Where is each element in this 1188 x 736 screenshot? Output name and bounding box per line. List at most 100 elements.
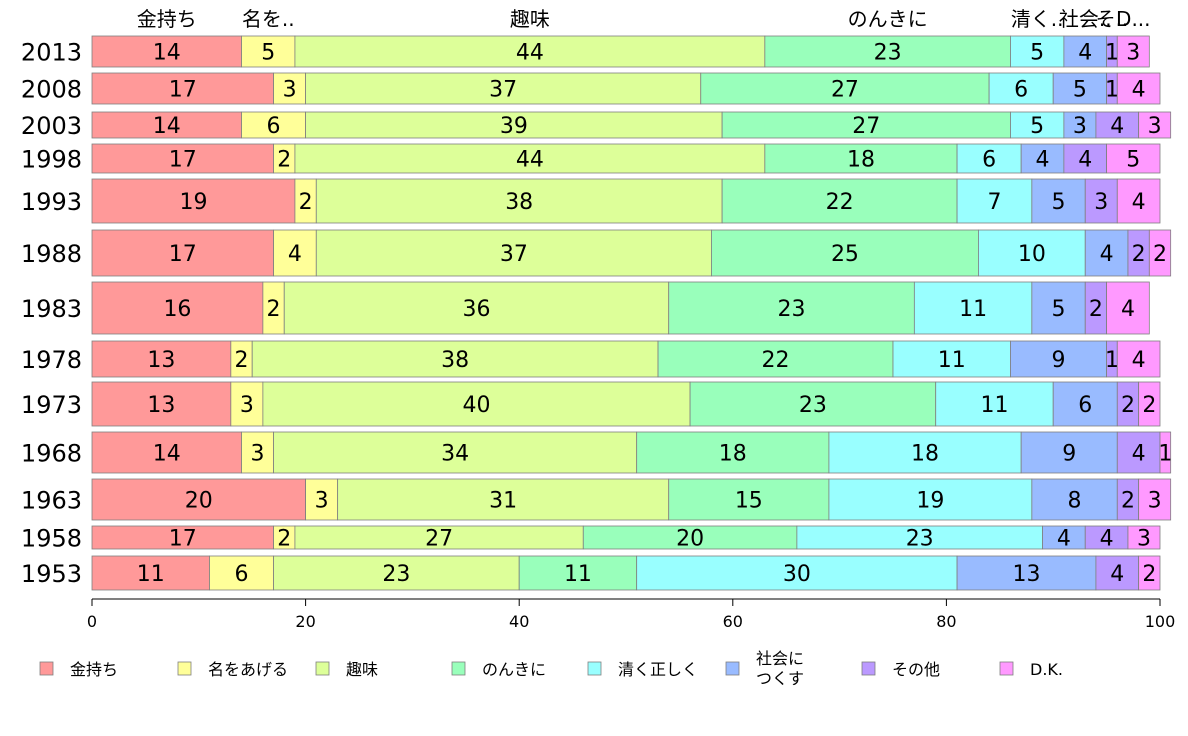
segment-value-label: 13 <box>147 393 175 418</box>
legend-label: 清く正しく <box>618 660 698 679</box>
bar-segment <box>721 111 1011 139</box>
segment-value-label: 4 <box>1100 527 1114 552</box>
x-axis: 0 20 40 60 80 100 <box>87 598 1176 631</box>
bar-segment <box>241 111 307 139</box>
x-tick-label: 60 <box>723 612 743 631</box>
segment-value-label: 11 <box>938 348 966 373</box>
bar-segment <box>91 281 264 335</box>
segment-value-label: 2 <box>1142 393 1156 418</box>
bar-segment <box>828 431 1022 474</box>
x-tick-label: 40 <box>509 612 529 631</box>
bar-segment <box>241 35 296 68</box>
segment-value-label: 2 <box>1142 562 1156 587</box>
segment-value-label: 19 <box>179 190 207 215</box>
segment-value-label: 38 <box>441 348 469 373</box>
bar-segment <box>700 72 990 105</box>
year-label: 1953 <box>21 560 82 588</box>
segment-value-label: 4 <box>1132 442 1146 467</box>
segment-value-label: 19 <box>916 489 944 514</box>
bar-segment <box>91 178 296 224</box>
segment-value-label: 27 <box>852 114 880 139</box>
bar-segment <box>668 478 830 521</box>
segment-value-label: 7 <box>987 190 1001 215</box>
segment-value-label: 2 <box>1132 242 1146 267</box>
segment-value-label: 3 <box>1094 190 1108 215</box>
year-label: 1978 <box>21 346 82 374</box>
segment-value-label: 6 <box>1014 78 1028 103</box>
bar-segment <box>956 555 1097 591</box>
segment-value-label: 11 <box>137 562 165 587</box>
bar-segment <box>689 381 937 427</box>
segment-value-label: 4 <box>1110 562 1124 587</box>
segment-value-label: 25 <box>831 242 859 267</box>
segment-value-label: 4 <box>1036 148 1050 173</box>
bar-segment <box>636 431 830 474</box>
bar-segment <box>1095 555 1140 591</box>
segment-value-label: 2 <box>1121 489 1135 514</box>
segment-value-label: 3 <box>283 78 297 103</box>
segment-value-label: 8 <box>1068 489 1082 514</box>
segment-value-label: 6 <box>1078 393 1092 418</box>
segment-value-label: 3 <box>1126 41 1140 66</box>
bar-segment <box>1063 35 1108 68</box>
bar-segment <box>956 178 1033 224</box>
bar-segment <box>1010 111 1065 139</box>
bar-segment <box>1116 35 1150 68</box>
year-label: 1993 <box>21 188 82 216</box>
segment-value-label: 5 <box>1030 41 1044 66</box>
segment-value-label: 13 <box>1013 562 1041 587</box>
segment-value-label: 31 <box>489 489 517 514</box>
top-series-label: 社会.. <box>1059 7 1112 31</box>
segment-value-label: 23 <box>874 41 902 66</box>
segment-value-label: 17 <box>169 148 197 173</box>
bar-segment <box>315 178 723 224</box>
segment-value-label: 5 <box>1030 114 1044 139</box>
x-tick-label: 20 <box>295 612 315 631</box>
segment-value-label: 2 <box>299 190 313 215</box>
segment-value-label: 1 <box>1158 442 1172 467</box>
segment-value-label: 37 <box>489 78 517 103</box>
segment-value-label: 14 <box>153 442 181 467</box>
legend-label: 趣味 <box>346 660 378 679</box>
legend-label-line: 社会に <box>756 649 804 668</box>
x-tick-label: 80 <box>936 612 956 631</box>
x-tick-label: 100 <box>1145 612 1176 631</box>
legend-label: 金持ち <box>70 660 118 679</box>
segment-value-label: 20 <box>676 527 704 552</box>
bar-segment <box>273 431 638 474</box>
legend-label-line: 金持ち <box>70 660 118 679</box>
bar-segment <box>294 35 766 68</box>
bar-segment <box>892 340 1011 378</box>
segment-value-label: 18 <box>847 148 875 173</box>
bar-segment <box>1116 340 1161 378</box>
segment-value-label: 27 <box>425 527 453 552</box>
segment-value-label: 23 <box>799 393 827 418</box>
segment-value-label: 5 <box>1052 297 1066 322</box>
bar-segment <box>91 431 242 474</box>
bar-segment <box>251 340 659 378</box>
year-label: 2008 <box>21 76 82 104</box>
segment-value-label: 2 <box>1089 297 1103 322</box>
top-series-label: そ.. <box>1096 7 1129 31</box>
segment-value-label: 3 <box>315 489 329 514</box>
bar-segment <box>91 143 274 174</box>
year-label: 1998 <box>21 146 82 174</box>
bar-segment <box>91 72 274 105</box>
year-label: 1973 <box>21 391 82 419</box>
segment-value-label: 40 <box>462 393 490 418</box>
bar-segment <box>1159 431 1172 474</box>
segment-value-label: 6 <box>267 114 281 139</box>
bar-segment <box>636 555 958 591</box>
segment-value-label: 2 <box>235 348 249 373</box>
bar-segment <box>91 478 307 521</box>
bar-segment <box>1052 72 1107 105</box>
bar-segment <box>978 229 1086 277</box>
x-tick-label: 0 <box>87 612 97 631</box>
legend-label-line: 名をあげる <box>208 660 288 679</box>
bar-segment <box>1127 525 1161 550</box>
segment-value-label: 11 <box>564 562 592 587</box>
segment-value-label: 5 <box>261 41 275 66</box>
segment-value-label: 17 <box>169 242 197 267</box>
bar-segment <box>1031 281 1086 335</box>
segment-value-label: 20 <box>185 489 213 514</box>
